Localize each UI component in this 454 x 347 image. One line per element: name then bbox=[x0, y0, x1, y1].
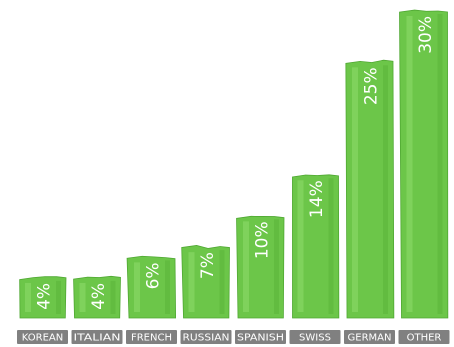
category-label-other: OTHER bbox=[407, 333, 442, 344]
category-tag-french bbox=[126, 330, 177, 344]
category-tag-italian bbox=[71, 330, 123, 344]
data-label-french: 6% bbox=[144, 262, 164, 289]
data-label-korean: 4% bbox=[35, 283, 55, 310]
data-label-other: 30% bbox=[416, 16, 436, 54]
bar-highlight bbox=[188, 252, 195, 312]
category-tag-russian bbox=[180, 330, 232, 344]
bar-highlight bbox=[79, 282, 86, 312]
category-tag-swiss bbox=[289, 330, 341, 344]
bars-group bbox=[19, 9, 449, 319]
bar-shade bbox=[328, 178, 334, 314]
bar-shade bbox=[219, 250, 225, 314]
bar-shade bbox=[274, 219, 279, 314]
category-tag-spanish bbox=[235, 330, 286, 344]
category-tag-other bbox=[398, 330, 450, 344]
bar-swiss bbox=[292, 174, 340, 319]
bar-highlight bbox=[134, 262, 140, 312]
data-label-german: 25% bbox=[362, 67, 382, 105]
bar-shade bbox=[110, 280, 116, 314]
bar-highlight bbox=[25, 282, 31, 312]
data-label-russian: 7% bbox=[198, 252, 218, 279]
bar-highlight bbox=[406, 16, 413, 312]
category-label-russian: RUSSIAN bbox=[183, 333, 230, 344]
bar-shade bbox=[437, 14, 443, 314]
category-label-korean: KOREAN bbox=[22, 333, 63, 344]
data-label-swiss: 14% bbox=[307, 180, 327, 218]
category-label-swiss: SWISS bbox=[299, 333, 331, 344]
category-tag-german bbox=[344, 330, 395, 344]
category-label-german: GERMAN bbox=[348, 333, 392, 344]
bar-highlight bbox=[352, 67, 358, 312]
category-tag-korean bbox=[17, 330, 68, 344]
bar-shade bbox=[383, 65, 388, 314]
category-tags-group: KOREAN ITALIAN FRENCH RUSSIAN SPANISH SWISS GE… bbox=[17, 330, 450, 344]
data-label-italian: 4% bbox=[89, 283, 109, 310]
bar-highlight bbox=[243, 221, 249, 312]
category-label-italian: ITALIAN bbox=[74, 333, 121, 344]
bar-highlight bbox=[297, 180, 304, 312]
bar-korean bbox=[19, 276, 67, 319]
data-labels-group: 4% 4% 6% 7% 10% 14% 25% 30% bbox=[35, 16, 437, 310]
category-label-french: FRENCH bbox=[131, 333, 172, 344]
bar-shade bbox=[165, 260, 170, 314]
data-label-spanish: 10% bbox=[253, 221, 273, 259]
category-label-spanish: SPANISH bbox=[237, 333, 284, 344]
bar-shade bbox=[56, 280, 61, 314]
